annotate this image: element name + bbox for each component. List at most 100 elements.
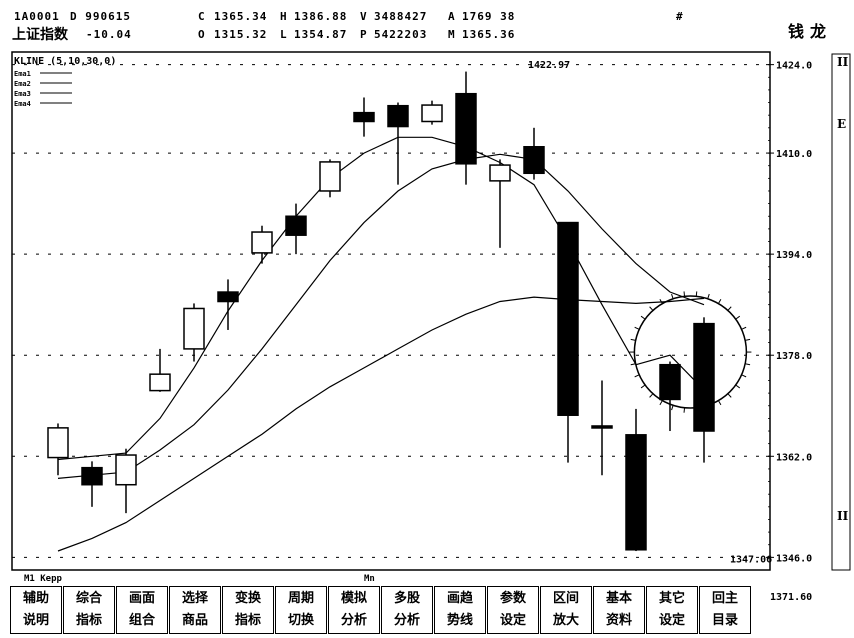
- highlight-spike: [671, 405, 674, 411]
- candle: [183, 303, 205, 362]
- function-button-line1: 参数: [499, 591, 526, 606]
- legend-label: Ema4: [14, 100, 31, 108]
- quote-value-prev: 5422203: [374, 28, 428, 41]
- function-button-8[interactable]: 多股 分析: [381, 586, 433, 634]
- brand-logo: 钱龙: [787, 22, 832, 41]
- candle: [81, 461, 103, 507]
- candle: [115, 448, 137, 514]
- status-center: Mn: [364, 574, 375, 584]
- candle: [557, 221, 579, 463]
- candle-body-down: [523, 146, 545, 175]
- candle-body-up: [115, 454, 137, 486]
- function-button-11[interactable]: 区间 放大: [540, 586, 592, 634]
- function-button-line2: 目录: [711, 613, 738, 628]
- candle-body-down: [591, 425, 613, 429]
- highlight-spike: [659, 298, 663, 304]
- quote-value-high: 1386.88: [294, 10, 348, 23]
- function-button-line2: 切换: [287, 613, 314, 628]
- candle: [625, 408, 647, 552]
- function-button-line1: 回主: [711, 591, 738, 606]
- candle: [387, 102, 409, 185]
- function-button-7[interactable]: 模拟 分析: [328, 586, 380, 634]
- highlight-spike: [745, 338, 751, 341]
- index-change: -10.04: [86, 28, 132, 41]
- header-marker: #: [676, 10, 684, 23]
- quote-value-volume: 3488427: [374, 10, 428, 23]
- candle: [489, 159, 511, 248]
- quote-value-avg: 1365.36: [462, 28, 516, 41]
- candle: [693, 317, 715, 463]
- highlight-spike: [727, 306, 732, 311]
- candle: [149, 348, 171, 392]
- quote-label-avg: M: [448, 28, 456, 41]
- function-button-line1: 周期: [287, 591, 314, 606]
- function-button-line1: 区间: [552, 591, 579, 606]
- y-tick-label: 1346.0: [776, 553, 812, 564]
- candle-body-up: [251, 231, 273, 254]
- highlight-spike: [741, 326, 747, 330]
- highlight-spike: [659, 400, 663, 406]
- side-label: E: [837, 117, 846, 131]
- function-button-1[interactable]: 辅助 说明: [10, 586, 62, 634]
- function-button-13[interactable]: 其它 设定: [646, 586, 698, 634]
- candle-body-down: [81, 466, 103, 486]
- y-tick-label: 1362.0: [776, 452, 812, 463]
- function-button-line2: 说明: [22, 613, 49, 628]
- y-tick-label: 1410.0: [776, 149, 812, 160]
- quote-value-amount: 1769 38: [462, 10, 516, 23]
- highlight-spike: [707, 293, 710, 299]
- function-button-line1: 变换: [234, 591, 261, 606]
- candle-body-down: [557, 221, 579, 416]
- candle-body-up: [319, 161, 341, 192]
- candle: [319, 159, 341, 198]
- y-tick-label: 1424.0: [776, 61, 812, 72]
- function-button-6[interactable]: 周期 切换: [275, 586, 327, 634]
- highlight-spike: [695, 291, 698, 297]
- function-button-14[interactable]: 回主 目录: [699, 586, 751, 634]
- candle-body-down: [625, 434, 647, 551]
- function-button-12[interactable]: 基本 资料: [593, 586, 645, 634]
- function-button-line2: 指标: [234, 613, 261, 628]
- function-button-line2: 设定: [499, 613, 526, 628]
- function-button-10[interactable]: 参数 设定: [487, 586, 539, 634]
- function-button-line2: 组合: [128, 613, 155, 628]
- chart-title: KLINE (5,10,30,0): [14, 56, 116, 67]
- function-button-3[interactable]: 画面 组合: [116, 586, 168, 634]
- highlight-spike: [683, 291, 686, 297]
- function-button-4[interactable]: 选择 商品: [169, 586, 221, 634]
- candle-body-down: [353, 111, 375, 123]
- function-button-line1: 多股: [393, 591, 420, 606]
- ma-line-2: [57, 153, 705, 479]
- candle-body-down: [217, 291, 239, 303]
- function-button-5[interactable]: 变换 指标: [222, 586, 274, 634]
- function-button-9[interactable]: 画趋 势线: [434, 586, 486, 634]
- quote-label-prev: P: [360, 28, 368, 41]
- quote-row-2: 上证指数 -10.04 O 1315.32 L 1354.87 P 542220…: [0, 27, 854, 48]
- y-tick-label: 1394.0: [776, 250, 812, 261]
- function-button-line2: 势线: [446, 613, 473, 628]
- function-button-line1: 综合: [75, 591, 102, 606]
- quote-label-low: L: [280, 28, 288, 41]
- candle-body-up: [183, 307, 205, 350]
- status-left: M1 Kepp: [24, 574, 63, 584]
- candle: [659, 361, 681, 432]
- legend-label: Ema3: [14, 90, 31, 98]
- function-button-line2: 分析: [393, 613, 420, 628]
- high-annotation: 1422.97: [528, 60, 570, 71]
- quote-label-high: H: [280, 10, 288, 23]
- function-button-2[interactable]: 综合 指标: [63, 586, 115, 634]
- side-label: II: [837, 509, 849, 523]
- highlight-spike: [640, 384, 646, 389]
- legend: Ema1 Ema2 Ema3 Ema4: [14, 70, 72, 108]
- candle: [421, 100, 443, 125]
- highlight-spike: [630, 363, 636, 366]
- side-label: II: [837, 55, 849, 69]
- side-panel-frame: [831, 53, 851, 571]
- highlight-spike: [735, 315, 741, 320]
- candle-body-down: [659, 363, 681, 401]
- function-button-line2: 设定: [658, 613, 685, 628]
- candle: [591, 380, 613, 476]
- kline-chart[interactable]: 1424.0 1410.0 1394.0 1378.0 1362.0 1346.0 1422…: [0, 0, 854, 584]
- candle-body-down: [285, 215, 307, 236]
- highlight-spike: [640, 315, 646, 320]
